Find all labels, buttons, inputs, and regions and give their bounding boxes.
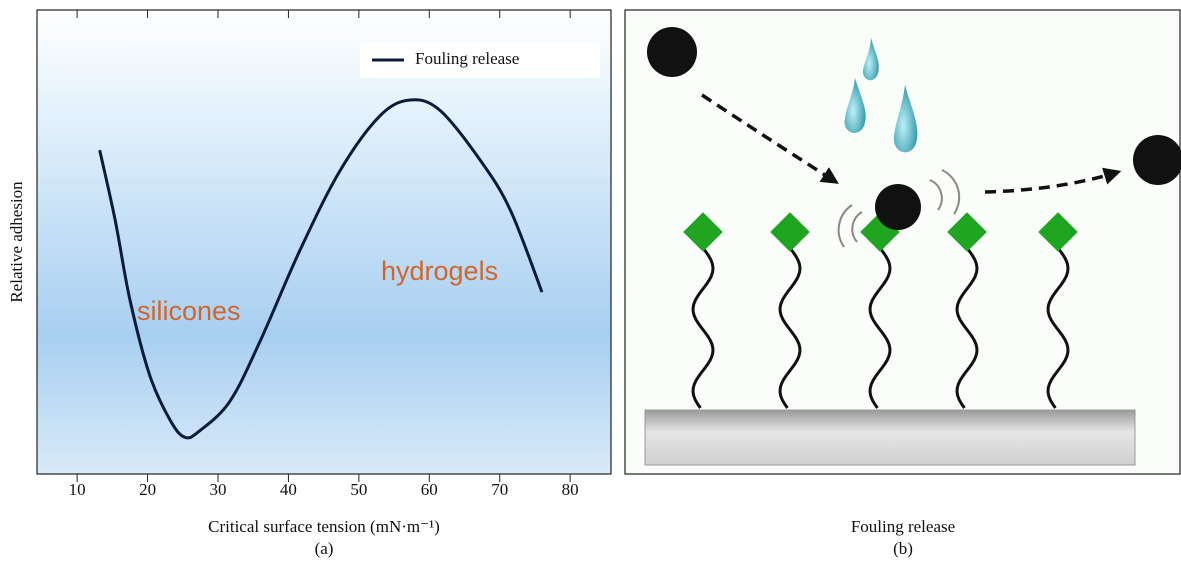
x-tick-label: 30 [210,480,227,499]
x-tick-label: 70 [491,480,508,499]
y-axis-label: Relative adhesion [7,181,26,303]
polymer-chain [691,247,715,409]
vibration [929,169,961,215]
polymer-chain [955,247,979,409]
panel-label: (b) [893,539,913,558]
plot-background [37,10,611,474]
diagram-frame [624,9,1181,475]
water-drop [893,85,918,153]
panel-label: (a) [315,539,334,558]
plot-frame [36,9,612,475]
polymer-chain [868,247,892,409]
water-drop [862,38,879,81]
x-axis-label: Critical surface tension (mN·m⁻¹) [208,517,440,536]
polymer-chain [1046,247,1070,409]
x-tick-label: 20 [139,480,156,499]
vibration [837,204,863,248]
line [98,98,544,440]
particle [875,184,921,230]
x-tick-label: 60 [421,480,438,499]
end-group [770,212,810,252]
diagram-caption: Fouling release [851,517,955,536]
end-group [683,212,723,252]
end-group [947,212,987,252]
x-tick-label: 40 [280,480,297,499]
annotation: hydrogels [381,256,498,286]
substrate [644,409,1136,466]
particle [1133,135,1181,185]
annotation: silicones [137,296,241,326]
particle [647,27,697,77]
x-tick-label: 50 [350,480,367,499]
diagram [624,9,1181,475]
legend-label: Fouling release [415,49,519,68]
polymer-chain [778,247,802,409]
water-drop [844,78,866,133]
x-tick-label: 80 [562,480,579,499]
arrow [701,93,839,184]
x-tick-label: 10 [69,480,86,499]
